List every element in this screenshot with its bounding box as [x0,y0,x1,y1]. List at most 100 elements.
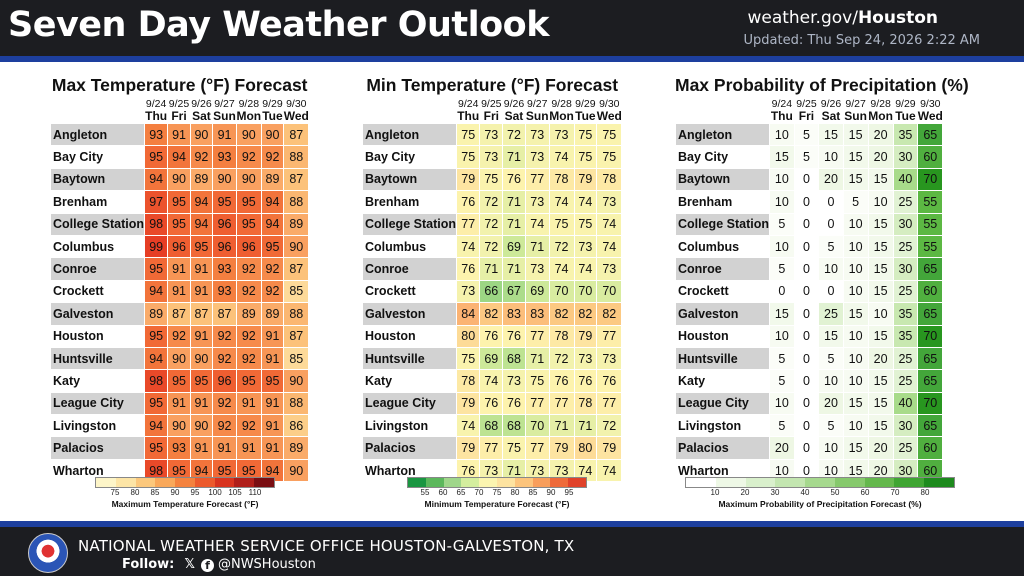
legend-swatch [686,478,716,487]
legend-tick: 85 [150,488,160,497]
legend-tick: 100 [208,488,222,497]
table-row: Angleton 10 5 15 15 20 35 65 [675,122,944,147]
corner-cell [51,98,145,124]
city-name: Wharton [675,458,770,483]
pop-value-cell: 60 [917,145,944,169]
day-name: Tue [262,109,283,123]
pop-value-cell: 15 [867,234,894,259]
max-value-cell: 95 [167,212,191,236]
day-header: 9/27 Sun [843,98,868,124]
pop-value-cell: 65 [917,257,944,281]
min-value-cell: 72 [548,234,575,259]
pop-panel: Max Probability of Precipitation (%) 9/24… [675,72,969,483]
table-row: Katy 98 95 95 96 95 95 90 [50,369,310,393]
x-icon[interactable]: 𝕏 [184,557,195,572]
min-value-cell: 75 [573,145,598,169]
table-row: Wharton 98 95 94 95 95 94 90 [50,458,310,483]
max-value-cell: 92 [260,257,285,281]
city-name: League City [675,391,770,416]
max-value-cell: 90 [167,167,191,192]
min-value-cell: 73 [455,279,481,304]
legend-tick: 50 [830,488,840,497]
min-value-cell: 75 [573,212,598,236]
max-value-cell: 88 [283,302,310,326]
day-header: 9/26 Sat [819,98,844,124]
table-row: Huntsville 75 69 68 71 72 73 73 [362,346,623,371]
max-value-cell: 90 [235,122,262,147]
header-row: 9/24 Thu 9/25 Fri 9/26 Sat 9/27 Sun 9/28 Mon 9/29 T… [51,98,309,124]
table-row: Huntsville 94 90 90 92 92 91 85 [50,346,310,371]
max-value-cell: 91 [212,436,237,460]
legend-swatch [894,478,925,487]
pop-value-cell: 10 [867,302,894,326]
legend-tick: 70 [474,488,484,497]
day-header: 9/29 Tue [574,98,597,124]
min-value-cell: 72 [502,122,526,147]
min-value-cell: 77 [524,324,550,348]
min-value-cell: 73 [548,122,575,147]
min-value-cell: 78 [455,369,481,393]
max-value-cell: 93 [212,257,237,281]
pop-value-cell: 10 [842,414,869,438]
pop-value-cell: 0 [793,346,820,371]
day-header: 9/28 Mon [236,98,261,124]
pop-value-cell: 0 [793,324,820,348]
city-name: Bay City [362,145,457,169]
max-value-cell: 94 [143,279,169,304]
legend-swatch [461,478,480,487]
day-name: Tue [895,109,916,123]
city-name: Baytown [675,167,770,192]
min-value-cell: 67 [502,279,526,304]
max-value-cell: 89 [235,302,262,326]
site-prefix: weather.gov/ [747,8,858,28]
max-value-cell: 91 [167,257,191,281]
pop-value-cell: 15 [842,302,869,326]
max-value-cell: 95 [143,391,169,416]
pop-value-cell: 10 [842,346,869,371]
city-name: League City [50,391,145,416]
table-row: Brenham 76 72 71 73 74 74 73 [362,190,623,214]
pop-value-cell: 0 [793,436,820,460]
min-value-cell: 74 [596,458,623,483]
pop-value-cell: 65 [917,302,944,326]
max-value-cell: 95 [143,257,169,281]
max-value-cell: 88 [283,145,310,169]
pop-value-cell: 25 [818,302,844,326]
legend-label: Minimum Temperature Forecast (°F) [424,499,570,509]
facebook-icon[interactable]: f [200,559,214,572]
table-row: Columbus 99 96 95 96 96 95 90 [50,234,310,259]
min-value-cell: 72 [479,190,504,214]
day-date: 9/29 [262,98,283,110]
max-value-cell: 90 [167,346,191,371]
site-link[interactable]: weather.gov/Houston [747,8,938,28]
min-value-cell: 75 [479,167,504,192]
day-header: 9/30 Wed [918,98,943,124]
min-value-cell: 72 [548,346,575,371]
city-name: Palacios [50,436,145,460]
legend-swatch [550,478,569,487]
header-row: 9/24 Thu 9/25 Fri 9/26 Sat 9/27 Sun 9/28 Mon 9/29 T… [676,98,943,124]
min-value-cell: 73 [524,257,550,281]
min-value-cell: 77 [524,167,550,192]
max-value-cell: 90 [260,122,285,147]
min-value-cell: 73 [548,458,575,483]
min-value-cell: 75 [596,145,623,169]
day-header: 9/24 Thu [456,98,479,124]
pop-value-cell: 55 [917,212,944,236]
max-value-cell: 92 [212,414,237,438]
social-handle[interactable]: @NWSHouston [217,557,316,572]
table-row: Livingston 94 90 90 92 92 91 86 [50,414,310,438]
min-value-cell: 70 [596,279,623,304]
city-name: Bay City [675,145,770,169]
pop-value-cell: 10 [768,234,795,259]
max-value-cell: 90 [235,167,262,192]
max-value-cell: 95 [235,369,262,393]
day-header: 9/25 Fri [168,98,190,124]
table-row: Galveston 15 0 25 15 10 35 65 [675,302,944,326]
pop-value-cell: 5 [842,190,869,214]
min-value-cell: 77 [455,212,481,236]
legend-tick: 95 [564,488,574,497]
city-name: Katy [50,369,145,393]
day-date: 9/25 [796,98,817,110]
max-value-cell: 93 [212,279,237,304]
